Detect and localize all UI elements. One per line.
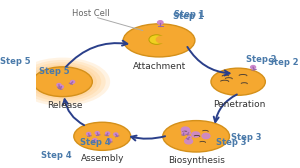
Text: Step 4: Step 4 xyxy=(41,151,72,160)
Text: Assembly: Assembly xyxy=(80,155,124,163)
Circle shape xyxy=(106,132,110,135)
Text: Biosynthesis: Biosynthesis xyxy=(168,156,225,165)
Text: Step 1: Step 1 xyxy=(174,10,205,19)
Ellipse shape xyxy=(156,36,167,44)
Ellipse shape xyxy=(15,58,110,106)
Text: Step 2: Step 2 xyxy=(246,55,276,64)
Text: Step 2: Step 2 xyxy=(268,58,298,67)
Ellipse shape xyxy=(123,24,195,57)
Text: Step 1: Step 1 xyxy=(173,12,203,21)
Circle shape xyxy=(87,132,91,135)
Circle shape xyxy=(181,127,189,132)
Circle shape xyxy=(182,128,190,133)
Text: Attachment: Attachment xyxy=(132,62,186,71)
Circle shape xyxy=(187,132,190,134)
Ellipse shape xyxy=(74,122,130,150)
Text: Step 3: Step 3 xyxy=(232,133,262,142)
Text: Penetration: Penetration xyxy=(213,100,266,109)
Circle shape xyxy=(70,80,75,83)
Ellipse shape xyxy=(211,68,265,95)
Circle shape xyxy=(57,83,61,86)
Circle shape xyxy=(114,133,118,136)
Circle shape xyxy=(59,85,63,88)
Text: Step 5: Step 5 xyxy=(39,67,70,76)
Circle shape xyxy=(251,66,256,69)
Ellipse shape xyxy=(24,62,101,101)
Ellipse shape xyxy=(149,35,164,44)
Circle shape xyxy=(182,132,185,134)
Circle shape xyxy=(188,136,191,139)
Circle shape xyxy=(185,139,193,144)
Ellipse shape xyxy=(20,60,106,103)
Circle shape xyxy=(25,78,29,82)
Text: Host Cell: Host Cell xyxy=(72,9,110,18)
Text: Release: Release xyxy=(47,101,83,110)
Ellipse shape xyxy=(28,65,97,99)
Ellipse shape xyxy=(33,67,92,97)
Text: Step 5: Step 5 xyxy=(0,57,31,66)
Circle shape xyxy=(93,139,97,141)
Circle shape xyxy=(95,132,99,134)
Circle shape xyxy=(108,139,112,141)
Circle shape xyxy=(192,132,200,137)
Ellipse shape xyxy=(163,121,230,152)
Text: Step 4: Step 4 xyxy=(80,138,111,147)
Text: Step 3: Step 3 xyxy=(216,138,246,147)
Circle shape xyxy=(202,133,210,139)
Circle shape xyxy=(158,21,163,24)
